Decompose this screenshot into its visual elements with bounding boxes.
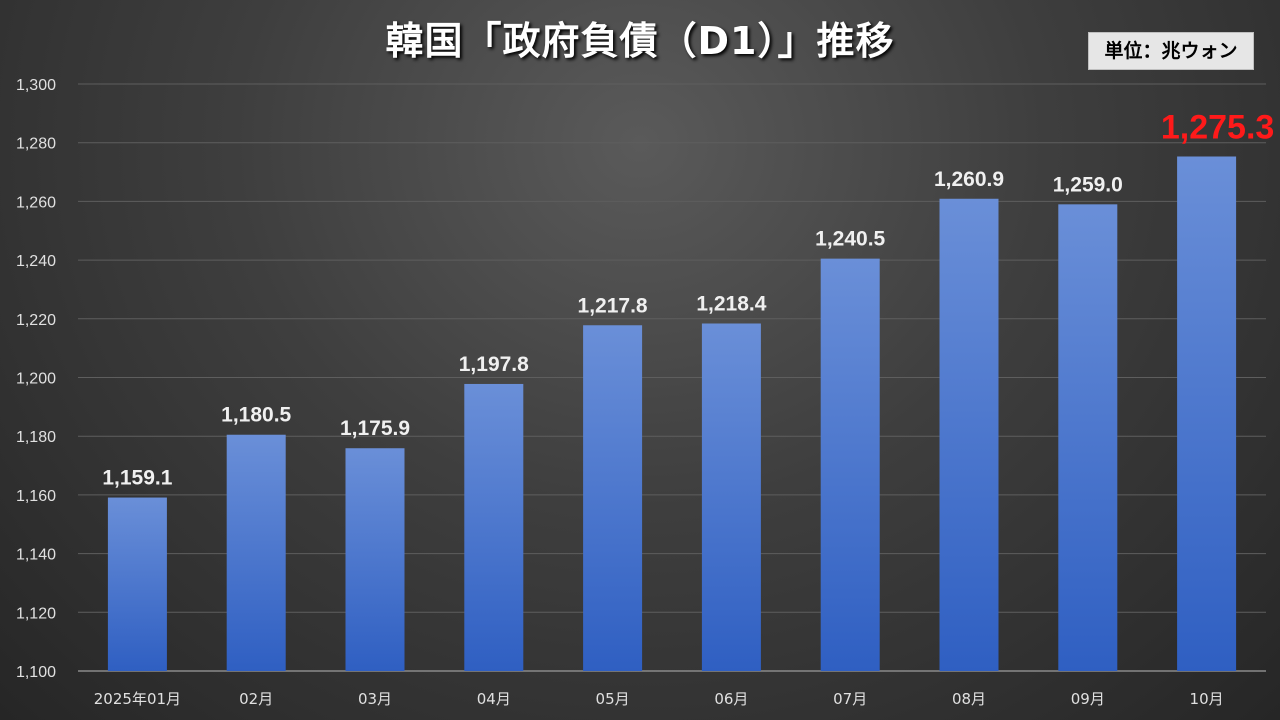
y-tick-label: 1,120 [16, 605, 56, 622]
data-label: 1,159.1 [102, 467, 172, 490]
data-label: 1,217.8 [578, 294, 648, 317]
x-tick-label: 2025年01月 [94, 690, 181, 708]
y-axis: 1,100 1,120 1,140 1,160 1,180 1,200 1,220 1,240… [16, 77, 56, 681]
data-label: 1,218.4 [696, 292, 766, 315]
data-label: 1,260.9 [934, 168, 1004, 191]
bar [701, 323, 761, 671]
data-label: 1,259.0 [1053, 173, 1123, 196]
y-tick-label: 1,200 [16, 371, 56, 388]
data-label: 1,180.5 [221, 404, 291, 427]
bar [939, 198, 999, 672]
x-tick-label: 05月 [596, 690, 630, 708]
y-tick-label: 1,280 [16, 136, 56, 153]
x-axis: 2025年01月 02月 03月 04月 05月 06月 07月 08月 09月 10月 [94, 690, 1224, 708]
bar [1177, 156, 1237, 671]
y-tick-label: 1,260 [16, 194, 56, 211]
x-tick-label: 09月 [1071, 690, 1105, 708]
x-tick-label: 02月 [239, 690, 273, 708]
bar [345, 448, 405, 671]
unit-label: 単位：兆ウォン [1088, 32, 1254, 70]
y-tick-label: 1,220 [16, 312, 56, 329]
y-tick-label: 1,100 [16, 664, 56, 681]
x-tick-label: 03月 [358, 690, 392, 708]
y-tick-label: 1,240 [16, 253, 56, 270]
data-label: 1,240.5 [815, 228, 885, 251]
y-tick-label: 1,180 [16, 429, 56, 446]
y-tick-label: 1,140 [16, 547, 56, 564]
x-tick-label: 07月 [833, 690, 867, 708]
bar [1058, 204, 1118, 671]
x-tick-label: 08月 [952, 690, 986, 708]
bar [820, 258, 880, 671]
x-tick-label: 04月 [477, 690, 511, 708]
data-label: 1,175.9 [340, 417, 410, 440]
data-labels: 1,159.1 1,180.5 1,175.9 1,197.8 1,217.8 1,218… [102, 108, 1274, 489]
y-tick-label: 1,300 [16, 77, 56, 94]
data-label: 1,197.8 [459, 353, 529, 376]
bar [583, 325, 643, 671]
chart-title: 韓国「政府負債（D1）」推移 [385, 19, 895, 63]
bar [464, 383, 524, 671]
bars [107, 156, 1237, 672]
bar [226, 434, 286, 671]
x-tick-label: 10月 [1190, 690, 1224, 708]
bar [107, 497, 167, 671]
y-tick-label: 1,160 [16, 488, 56, 505]
data-label-highlight: 1,275.3 [1161, 108, 1274, 146]
x-tick-label: 06月 [714, 690, 748, 708]
